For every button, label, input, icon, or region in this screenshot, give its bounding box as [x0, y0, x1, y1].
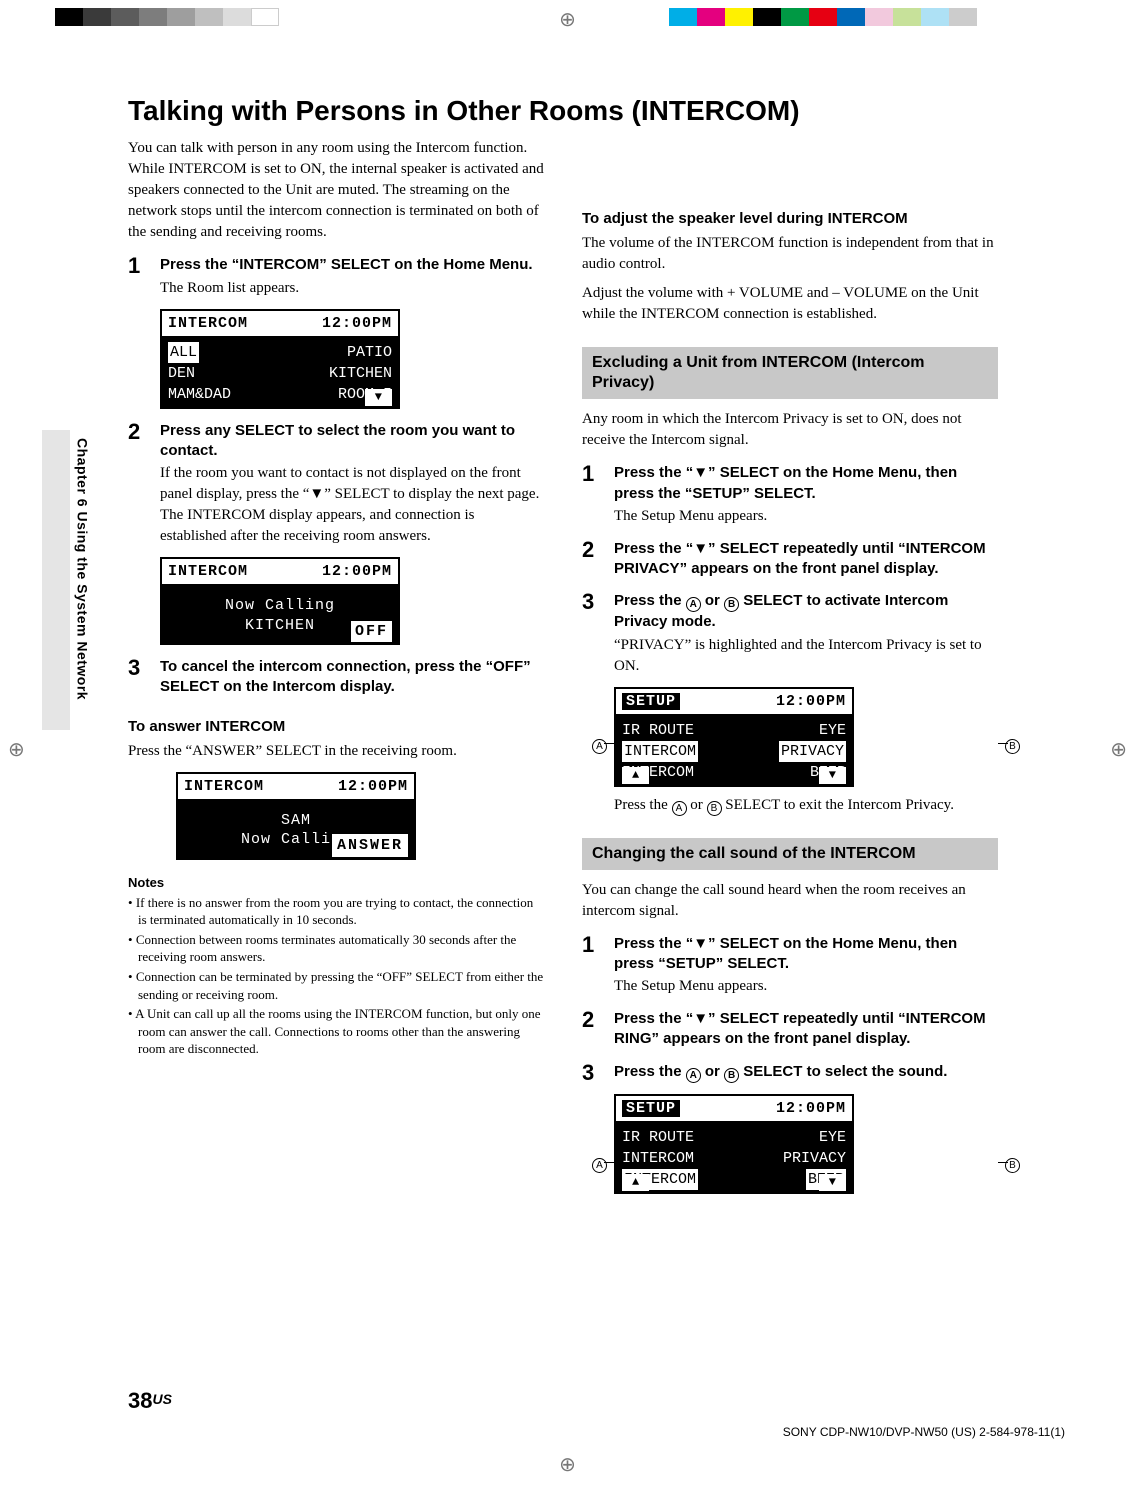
- label-b: B: [1005, 1156, 1020, 1173]
- label-b: B: [1005, 737, 1020, 754]
- page-title: Talking with Persons in Other Rooms (INT…: [128, 95, 998, 126]
- lcd-time: 12:00PM: [776, 1098, 846, 1119]
- step: 3 To cancel the intercom connection, pre…: [128, 657, 544, 698]
- left-column: You can talk with person in any room usi…: [128, 138, 544, 1197]
- body-text: Adjust the volume with + VOLUME and – VO…: [582, 283, 998, 325]
- up-arrow-icon: ▲: [622, 1174, 649, 1191]
- lcd-screen-calling: INTERCOM 12:00PM Now CallingKITCHEN OFF: [160, 557, 400, 645]
- section-bar: Changing the call sound of the INTERCOM: [582, 838, 998, 870]
- subheading: To answer INTERCOM: [128, 716, 544, 737]
- color-bar-left: [55, 8, 279, 26]
- lcd-title: INTERCOM: [168, 313, 248, 334]
- footer-code: SONY CDP-NW10/DVP-NW50 (US) 2-584-978-11…: [783, 1424, 1065, 1441]
- registration-mark: ⊕: [1110, 736, 1127, 764]
- body-text: You can change the call sound heard when…: [582, 880, 998, 922]
- label-a: A: [592, 737, 607, 754]
- lcd-time: 12:00PM: [322, 561, 392, 582]
- lcd-screen-roomlist: INTERCOM 12:00PM ALLPATIODENKITCHENMAM&D…: [160, 309, 400, 409]
- lcd-title: SETUP: [622, 691, 680, 712]
- intro-text: You can talk with person in any room usi…: [128, 138, 544, 243]
- registration-mark: ⊕: [559, 6, 576, 34]
- lcd-off-label: OFF: [351, 621, 392, 642]
- step-number: 2: [128, 421, 150, 548]
- lcd-with-labels: A SETUP 12:00PM IR ROUTEEYEINTERCOMPRIVA…: [614, 1094, 998, 1194]
- step-number: 1: [128, 255, 150, 298]
- step: 2 Press any SELECT to select the room yo…: [128, 421, 544, 548]
- lcd-time: 12:00PM: [338, 776, 408, 797]
- lcd-screen-setup: SETUP 12:00PM IR ROUTEEYEINTERCOMPRIVACY…: [614, 1094, 854, 1194]
- registration-mark: ⊕: [559, 1451, 576, 1479]
- step-bold: Press any SELECT to select the room you …: [160, 421, 544, 462]
- registration-mark: ⊕: [8, 736, 25, 764]
- section-bar: Excluding a Unit from INTERCOM (Intercom…: [582, 347, 998, 399]
- lcd-time: 12:00PM: [776, 691, 846, 712]
- down-arrow-icon: ▼: [365, 389, 392, 406]
- notes-list: If there is no answer from the room you …: [128, 894, 544, 1058]
- body-text: Press the “ANSWER” SELECT in the receivi…: [128, 741, 544, 762]
- color-bar-right: [669, 8, 1005, 26]
- step-bold: To cancel the intercom connection, press…: [160, 657, 544, 698]
- down-arrow-icon: ▼: [819, 1174, 846, 1191]
- notes-heading: Notes: [128, 874, 544, 892]
- lcd-title: INTERCOM: [184, 776, 264, 797]
- body-text: Press the A or B SELECT to exit the Inte…: [614, 795, 998, 816]
- step-plain: If the room you want to contact is not d…: [160, 463, 544, 547]
- up-arrow-icon: ▲: [622, 767, 649, 784]
- subheading: To adjust the speaker level during INTER…: [582, 208, 998, 229]
- lcd-with-labels: A SETUP 12:00PM IR ROUTEEYEINTERCOMPRIVA…: [614, 687, 998, 787]
- lcd-screen-setup: SETUP 12:00PM IR ROUTEEYEINTERCOMPRIVACY…: [614, 687, 854, 787]
- step-plain: The Room list appears.: [160, 278, 544, 299]
- down-arrow-icon: ▼: [819, 767, 846, 784]
- body-text: Any room in which the Intercom Privacy i…: [582, 409, 998, 451]
- lcd-title: SETUP: [622, 1098, 680, 1119]
- label-a: A: [592, 1156, 607, 1173]
- sidebar-tab: [42, 430, 70, 730]
- step: 1 Press the “INTERCOM” SELECT on the Hom…: [128, 255, 544, 298]
- right-column: To adjust the speaker level during INTER…: [582, 138, 998, 1197]
- lcd-title: INTERCOM: [168, 561, 248, 582]
- chapter-label: Chapter 6 Using the System Network: [72, 438, 92, 700]
- lcd-time: 12:00PM: [322, 313, 392, 334]
- lcd-screen-answer: INTERCOM 12:00PM SAMNow Calling ANSWER: [176, 772, 416, 860]
- step-bold: Press the “INTERCOM” SELECT on the Home …: [160, 255, 544, 275]
- page-number: 38US: [128, 1386, 172, 1417]
- page-content: Talking with Persons in Other Rooms (INT…: [128, 95, 998, 1198]
- body-text: The volume of the INTERCOM function is i…: [582, 233, 998, 275]
- step-number: 3: [128, 657, 150, 698]
- lcd-answer-label: ANSWER: [332, 834, 408, 857]
